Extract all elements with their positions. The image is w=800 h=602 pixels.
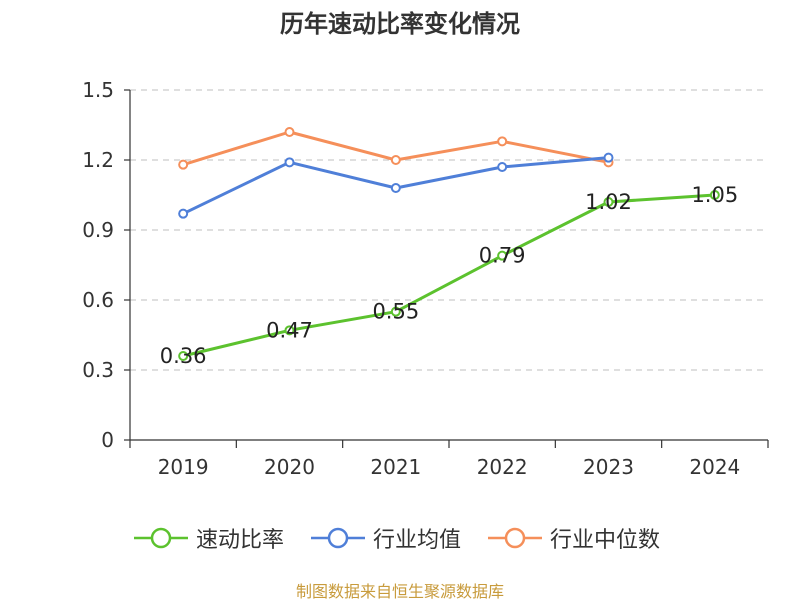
data-point-industry-median[interactable] xyxy=(178,159,189,170)
x-tick-label: 2019 xyxy=(158,455,209,479)
axes: 0 0.3 0.6 0.9 1.2 1.5 2019 2020 2021 2022 2023 2024 xyxy=(82,78,769,479)
data-point-industry-avg[interactable] xyxy=(497,162,508,172)
data-point-quick-ratio[interactable] xyxy=(390,306,401,317)
data-point-quick-ratio[interactable] xyxy=(603,197,614,207)
y-tick-label: 1.2 xyxy=(82,148,114,172)
legend-label: 行业中位数 xyxy=(550,528,661,553)
data-point-industry-median[interactable] xyxy=(497,136,508,147)
data-point-industry-median[interactable] xyxy=(390,155,401,165)
data-point-quick-ratio[interactable] xyxy=(497,250,508,261)
data-point-industry-median[interactable] xyxy=(284,127,295,137)
data-label: 0.79 xyxy=(479,244,526,268)
y-tick-label: 0.3 xyxy=(82,358,114,382)
data-point-industry-avg[interactable] xyxy=(603,152,614,163)
data-label: 1.05 xyxy=(691,183,738,207)
x-tick-label: 2023 xyxy=(583,455,634,479)
x-tick-label: 2021 xyxy=(370,455,421,479)
x-tick-label: 2022 xyxy=(477,455,528,479)
y-tick-label: 0.6 xyxy=(82,288,114,312)
y-tick-label: 0.9 xyxy=(82,218,114,242)
series-lines xyxy=(178,127,720,361)
y-tick-label: 1.5 xyxy=(82,78,114,102)
y-tick-label: 0 xyxy=(101,428,114,452)
legend-line-marker-icon xyxy=(311,527,365,549)
data-labels: 0.36 0.47 0.55 0.79 1.02 1.05 xyxy=(160,183,738,368)
legend: 速动比率 行业均值 行业中位数 xyxy=(0,520,800,556)
legend-item-industry-avg[interactable]: 行业均值 xyxy=(311,520,461,556)
grid-lines xyxy=(130,89,768,371)
x-tick-label: 2024 xyxy=(689,455,740,479)
data-label: 0.36 xyxy=(160,344,207,368)
source-note: 制图数据来自恒生聚源数据库 xyxy=(295,582,504,601)
data-point-industry-avg[interactable] xyxy=(390,183,401,193)
data-label: 0.47 xyxy=(266,318,313,342)
legend-label: 速动比率 xyxy=(196,528,285,553)
legend-item-quick-ratio[interactable]: 速动比率 xyxy=(134,520,284,556)
legend-label: 行业均值 xyxy=(373,528,462,553)
data-label: 1.02 xyxy=(585,190,632,214)
legend-line-marker-icon xyxy=(134,527,188,549)
data-point-quick-ratio[interactable] xyxy=(709,190,720,200)
legend-item-industry-median[interactable]: 行业中位数 xyxy=(488,520,660,556)
data-point-industry-avg[interactable] xyxy=(178,208,189,219)
data-label: 0.55 xyxy=(372,300,419,324)
data-point-industry-avg[interactable] xyxy=(284,157,295,168)
series-line-quick-ratio xyxy=(182,193,715,358)
data-point-quick-ratio[interactable] xyxy=(284,325,295,336)
chart-title: 历年速动比率变化情况 xyxy=(280,10,520,38)
data-point-quick-ratio[interactable] xyxy=(178,351,189,361)
legend-line-marker-icon xyxy=(488,527,542,549)
x-tick-label: 2020 xyxy=(264,455,315,479)
